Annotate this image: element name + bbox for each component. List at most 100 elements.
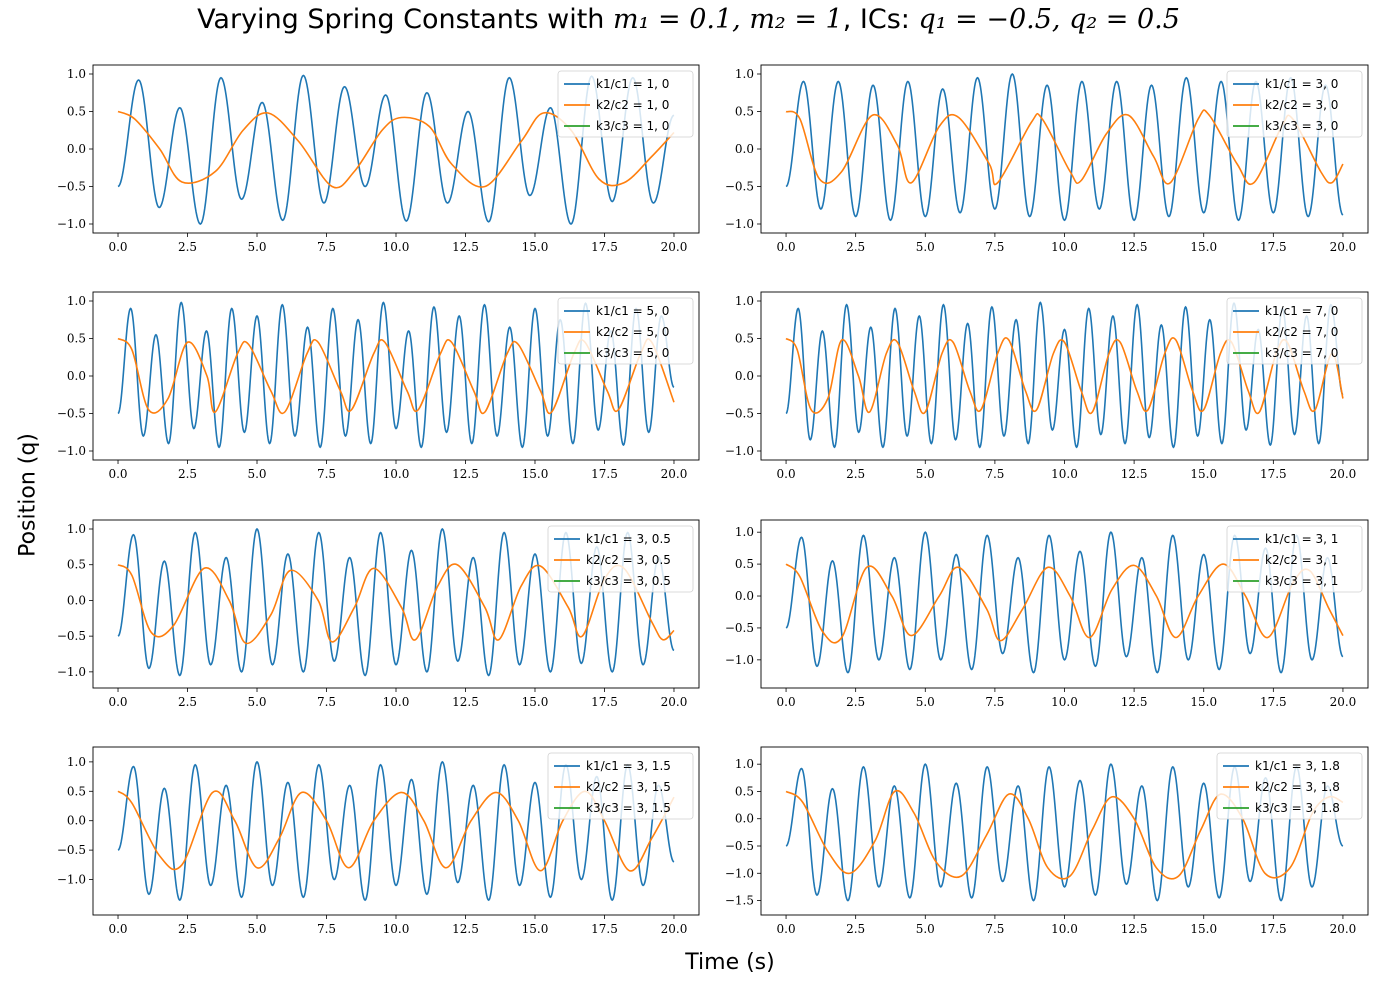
legend-label-1: k1/c1 = 3, 1 [1265,532,1338,546]
legend-label-1: k1/c1 = 1, 0 [596,77,669,91]
legend-label-1: k1/c1 = 3, 0.5 [586,532,671,546]
y-tick-label: 0.5 [67,558,86,572]
y-tick-label: −1.5 [725,894,754,908]
legend-label-2: k2/c2 = 3, 1.8 [1255,780,1340,794]
y-tick-label: 0.0 [67,369,86,383]
x-tick-label: 5.0 [916,695,935,709]
x-tick-label: 20.0 [661,467,688,481]
y-tick-label: 1.0 [735,67,754,81]
y-tick-label: −1.0 [725,653,754,667]
y-tick-label: 0.0 [67,814,86,828]
legend-label-2: k2/c2 = 3, 1.5 [586,780,671,794]
x-tick-label: 17.5 [1260,467,1287,481]
series-line-k2 [785,789,1344,880]
title-prefix: Varying Spring Constants with [197,4,614,35]
x-tick-label: 5.0 [247,922,266,936]
legend-label-1: k1/c1 = 3, 0 [1265,77,1338,91]
x-tick-label: 17.5 [591,695,618,709]
legend: k1/c1 = 3, 0 k2/c2 = 3, 0 k3/c3 = 3, 0 [1226,70,1363,138]
y-tick-label: 1.0 [67,67,86,81]
subplot-1: 0.0 2.5 5.0 7.5 10.0 12.5 15.0 17.5 20.0 −1.0 −0.5… [57,64,700,254]
y-tick-label: 1.0 [67,522,86,536]
x-tick-label: 2.5 [178,695,197,709]
legend-label-2: k2/c2 = 1, 0 [596,98,669,112]
x-tick-label: 15.0 [1190,467,1217,481]
legend: k1/c1 = 3, 1.5 k2/c2 = 3, 1.5 k3/c3 = 3, 1… [547,752,694,820]
x-tick-label: 7.5 [317,695,336,709]
y-tick-label: −1.0 [57,217,86,231]
legend-label-3: k3/c3 = 3, 1.5 [586,801,671,815]
y-tick-label: −1.0 [725,444,754,458]
x-tick-label: 17.5 [1260,240,1287,254]
legend-box [547,752,694,820]
x-tick-label: 20.0 [661,922,688,936]
legend-label-3: k3/c3 = 3, 1.8 [1255,801,1340,815]
x-tick-label: 5.0 [247,695,266,709]
legend-box [1226,525,1363,593]
x-tick-label: 0.0 [777,467,796,481]
x-tick-label: 20.0 [1330,467,1357,481]
y-tick-label: 0.0 [67,142,86,156]
legend-label-3: k3/c3 = 3, 1 [1265,574,1338,588]
y-tick-label: 0.5 [735,332,754,346]
title-mid: , ICs: [842,4,919,35]
x-tick-label: 2.5 [178,467,197,481]
legend-label-2: k2/c2 = 5, 0 [596,325,669,339]
x-tick-label: 12.5 [452,695,479,709]
series-line-k2 [785,337,1344,415]
legend-label-2: k2/c2 = 7, 0 [1265,325,1338,339]
x-tick-label: 15.0 [522,922,549,936]
series-line-k2 [117,110,675,189]
x-tick-label: 0.0 [108,240,127,254]
legend-label-3: k3/c3 = 7, 0 [1265,346,1338,360]
legend-label-1: k1/c1 = 5, 0 [596,304,669,318]
y-tick-label: −0.5 [57,629,86,643]
legend-box [1226,70,1363,138]
legend-label-3: k3/c3 = 3, 0.5 [586,574,671,588]
x-tick-label: 0.0 [108,695,127,709]
y-tick-label: 0.0 [735,142,754,156]
x-tick-label: 2.5 [846,695,865,709]
legend: k1/c1 = 3, 1 k2/c2 = 3, 1 k3/c3 = 3, 1 [1226,525,1363,593]
x-tick-label: 7.5 [985,695,1004,709]
x-tick-label: 2.5 [846,922,865,936]
y-tick-label: 0.5 [67,332,86,346]
y-tick-label: −0.5 [57,407,86,421]
x-tick-label: 5.0 [916,922,935,936]
series-line-k2 [785,563,1344,644]
legend: k1/c1 = 3, 0.5 k2/c2 = 3, 0.5 k3/c3 = 3, 0… [547,525,694,593]
subplot-8: 0.0 2.5 5.0 7.5 10.0 12.5 15.0 17.5 20.0 −1.5 −1.0… [725,746,1369,936]
x-tick-label: 2.5 [178,922,197,936]
x-tick-label: 17.5 [591,922,618,936]
x-tick-label: 5.0 [247,467,266,481]
legend-label-2: k2/c2 = 3, 0.5 [586,553,671,567]
x-tick-label: 12.5 [452,922,479,936]
y-tick-label: −0.5 [725,839,754,853]
legend-label-1: k1/c1 = 3, 1.8 [1255,759,1340,773]
x-tick-label: 20.0 [1330,240,1357,254]
series-line-k1 [117,74,675,225]
x-tick-label: 15.0 [1190,922,1217,936]
x-tick-label: 5.0 [247,240,266,254]
y-axis-label: Position (q) [15,433,41,557]
legend-box [557,297,694,365]
x-tick-label: 10.0 [383,240,410,254]
y-tick-label: 1.0 [67,294,86,308]
x-tick-label: 20.0 [661,240,688,254]
x-tick-label: 17.5 [1260,695,1287,709]
x-tick-label: 2.5 [846,240,865,254]
legend-box [1226,297,1363,365]
x-tick-label: 7.5 [985,922,1004,936]
x-tick-label: 12.5 [452,240,479,254]
x-tick-label: 0.0 [777,695,796,709]
x-tick-label: 20.0 [661,695,688,709]
subplot-4: 0.0 2.5 5.0 7.5 10.0 12.5 15.0 17.5 20.0 −1.0 −0.5… [725,291,1369,481]
x-tick-label: 17.5 [591,240,618,254]
y-tick-label: 1.0 [735,757,754,771]
legend-label-2: k2/c2 = 3, 1 [1265,553,1338,567]
x-tick-label: 12.5 [452,467,479,481]
x-tick-label: 17.5 [591,467,618,481]
legend-label-3: k3/c3 = 1, 0 [596,119,669,133]
x-tick-label: 15.0 [1190,240,1217,254]
x-tick-label: 0.0 [777,922,796,936]
